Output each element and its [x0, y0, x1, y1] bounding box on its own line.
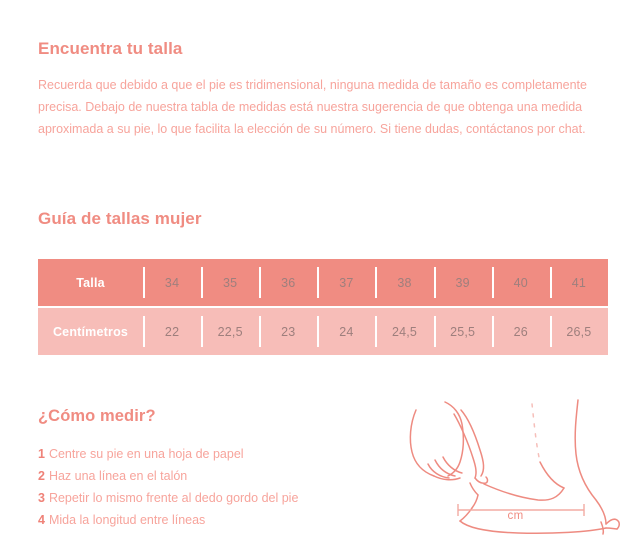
table-cell: 41 — [549, 259, 608, 308]
foot-measure-illustration: cm — [398, 388, 633, 548]
table-cell: 22,5 — [201, 307, 260, 355]
list-item: 3 Repetir lo mismo frente al dedo gordo d… — [38, 487, 398, 509]
table-row-talla: Talla 34 35 36 37 38 39 40 41 — [38, 259, 608, 308]
measurement-unit-label: cm — [507, 510, 524, 522]
table-cell: 40 — [491, 259, 550, 308]
table-cell: 38 — [375, 259, 434, 308]
step-text: Mida la longitud entre líneas — [48, 513, 206, 527]
list-item: 4 Mida la longitud entre líneas — [38, 509, 398, 531]
step-number: 3 — [38, 491, 45, 505]
size-guide-title: Guía de tallas mujer — [38, 209, 202, 228]
table-cell: 24,5 — [375, 307, 434, 355]
intro-paragraph: Recuerda que debido a que el pie es trid… — [38, 78, 587, 136]
table-cell: 24 — [317, 307, 376, 355]
step-number: 2 — [38, 469, 45, 483]
intro-section: Encuentra tu talla Recuerda que debido a… — [38, 38, 598, 140]
size-table: Talla 34 35 36 37 38 39 40 41 Centímetro… — [38, 259, 608, 355]
step-number: 1 — [38, 447, 45, 461]
step-text: Haz una línea en el talón — [48, 469, 188, 483]
table-cell: 23 — [259, 307, 318, 355]
foot-diagram-icon — [409, 399, 620, 535]
how-to-measure-title: ¿Cómo medir? — [38, 407, 156, 425]
table-cell: 25,5 — [433, 307, 492, 355]
measurement-bar-icon — [457, 504, 585, 516]
table-cell: 26 — [491, 307, 550, 355]
table-cell: 36 — [259, 259, 318, 308]
table-cell: 37 — [317, 259, 376, 308]
step-text: Repetir lo mismo frente al dedo gordo de… — [48, 491, 299, 505]
page-title: Encuentra tu talla — [38, 39, 183, 58]
step-number: 4 — [38, 513, 45, 527]
how-to-measure-section: ¿Cómo medir? 1 Centre su pie en una hoja … — [38, 405, 398, 531]
list-item: 2 Haz una línea en el talón — [38, 465, 398, 487]
size-guide-section: Guía de tallas mujer Talla 34 35 36 — [38, 208, 608, 355]
table-cell: 22 — [143, 307, 202, 355]
measure-steps-list: 1 Centre su pie en una hoja de papel 2 Haz… — [38, 427, 398, 531]
table-cell: 34 — [143, 259, 202, 308]
step-text: Centre su pie en una hoja de papel — [48, 447, 244, 461]
list-item: 1 Centre su pie en una hoja de papel — [38, 443, 398, 465]
table-cell: 39 — [433, 259, 492, 308]
row-label-centimetros: Centímetros — [38, 307, 144, 355]
row-label-talla: Talla — [38, 259, 144, 308]
table-cell: 26,5 — [549, 307, 608, 355]
table-row-centimetros: Centímetros 22 22,5 23 24 24,5 25,5 26 2… — [38, 307, 608, 355]
table-cell: 35 — [201, 259, 260, 308]
